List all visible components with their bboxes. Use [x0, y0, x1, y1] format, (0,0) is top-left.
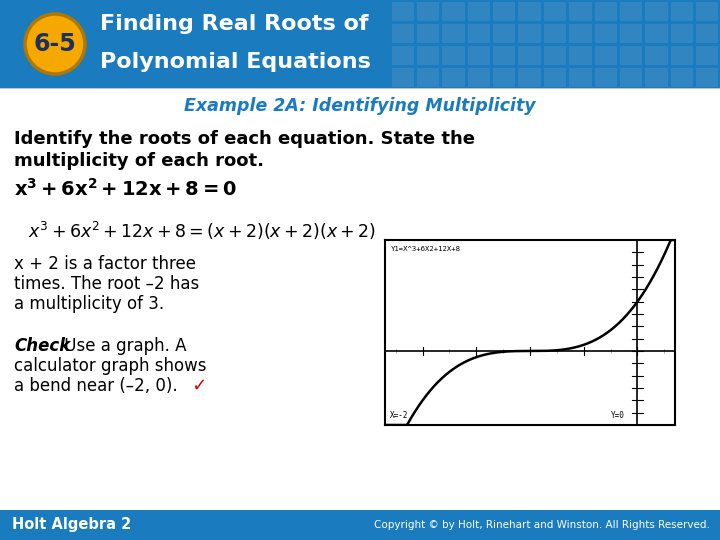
Text: X=-2: X=-2	[390, 411, 409, 420]
Text: times. The root –2 has: times. The root –2 has	[14, 275, 199, 293]
Bar	[544, 2, 566, 21]
Bar	[417, 24, 439, 43]
Bar	[468, 68, 490, 86]
Bar	[645, 2, 667, 21]
Text: Check: Check	[14, 337, 71, 355]
Bar	[595, 45, 617, 64]
Text: Polynomial Equations: Polynomial Equations	[100, 52, 371, 72]
Text: Copyright © by Holt, Rinehart and Winston. All Rights Reserved.: Copyright © by Holt, Rinehart and Winsto…	[374, 520, 710, 530]
Bar	[620, 24, 642, 43]
Bar	[620, 2, 642, 21]
Bar	[570, 24, 592, 43]
Bar	[392, 24, 414, 43]
Text: Example 2A: Identifying Multiplicity: Example 2A: Identifying Multiplicity	[184, 97, 536, 115]
Text: $x^3 + 6x^2 + 12x + 8 = (x + 2)(x + 2)(x + 2)$: $x^3 + 6x^2 + 12x + 8 = (x + 2)(x + 2)(x…	[28, 220, 376, 242]
Bar	[595, 68, 617, 86]
Text: a bend near (–2, 0).: a bend near (–2, 0).	[14, 377, 178, 395]
Bar	[696, 68, 719, 86]
Bar	[696, 24, 719, 43]
Bar	[544, 24, 566, 43]
Text: $\mathbf{x^3 + 6x^2 + 12x + 8 = 0}$: $\mathbf{x^3 + 6x^2 + 12x + 8 = 0}$	[14, 178, 237, 200]
Bar	[392, 45, 414, 64]
Bar	[518, 68, 541, 86]
Text: multiplicity of each root.: multiplicity of each root.	[14, 152, 264, 170]
Text: Y1=X^3+6X2+12X+8: Y1=X^3+6X2+12X+8	[390, 246, 460, 252]
Bar	[493, 45, 516, 64]
Bar	[570, 68, 592, 86]
Bar	[468, 24, 490, 43]
Bar	[417, 68, 439, 86]
Bar	[671, 24, 693, 43]
Bar	[468, 45, 490, 64]
Text: Finding Real Roots of: Finding Real Roots of	[100, 14, 369, 34]
Bar	[645, 45, 667, 64]
Text: calculator graph shows: calculator graph shows	[14, 357, 207, 375]
Bar	[442, 68, 464, 86]
Text: a multiplicity of 3.: a multiplicity of 3.	[14, 295, 164, 313]
Bar	[468, 2, 490, 21]
Bar	[442, 2, 464, 21]
Bar	[595, 2, 617, 21]
Bar	[0, 510, 720, 540]
Bar	[0, 0, 720, 88]
Bar	[417, 2, 439, 21]
Bar	[544, 68, 566, 86]
Bar	[645, 68, 667, 86]
Bar	[392, 68, 414, 86]
Text: 6-5: 6-5	[34, 32, 76, 56]
Text: Y=0: Y=0	[611, 411, 624, 420]
Bar	[671, 68, 693, 86]
Bar	[518, 45, 541, 64]
Bar	[442, 45, 464, 64]
Text: Use a graph. A: Use a graph. A	[59, 337, 186, 355]
Bar	[544, 45, 566, 64]
Bar	[620, 68, 642, 86]
Text: Identify the roots of each equation. State the: Identify the roots of each equation. Sta…	[14, 130, 475, 148]
Bar	[620, 45, 642, 64]
Bar	[392, 2, 414, 21]
Text: x + 2 is a factor three: x + 2 is a factor three	[14, 255, 196, 273]
Bar	[645, 24, 667, 43]
Bar	[417, 45, 439, 64]
Bar	[671, 2, 693, 21]
Bar	[493, 24, 516, 43]
Bar	[570, 45, 592, 64]
Bar	[696, 2, 719, 21]
Bar	[493, 68, 516, 86]
Bar	[518, 2, 541, 21]
Bar	[570, 2, 592, 21]
Bar	[442, 24, 464, 43]
Bar	[595, 24, 617, 43]
Bar	[696, 45, 719, 64]
Circle shape	[25, 14, 85, 74]
Bar	[493, 2, 516, 21]
Bar	[671, 45, 693, 64]
Text: Holt Algebra 2: Holt Algebra 2	[12, 517, 131, 532]
Text: ✓: ✓	[186, 377, 207, 395]
Bar	[518, 24, 541, 43]
